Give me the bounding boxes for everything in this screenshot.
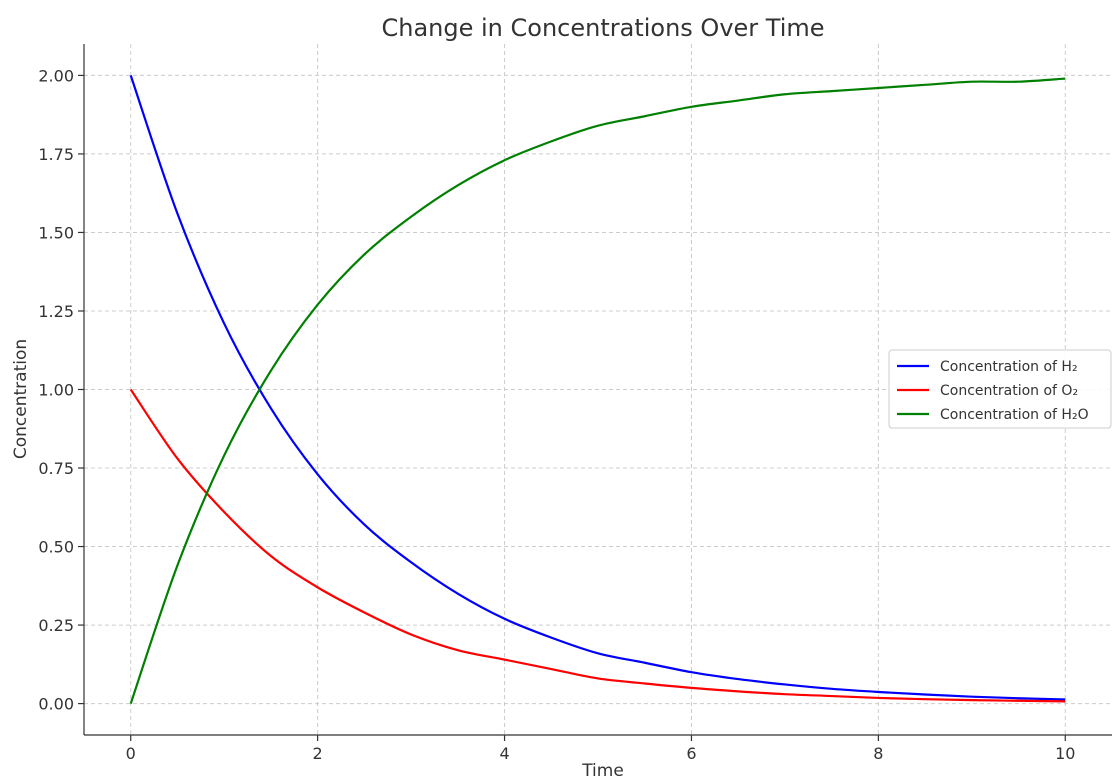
x-tick-label: 4 <box>499 744 509 763</box>
chart-title: Change in Concentrations Over Time <box>381 14 824 42</box>
y-tick-label: 0.25 <box>38 616 74 635</box>
series-lines <box>129 75 1066 704</box>
x-tick-label: 8 <box>873 744 883 763</box>
series-line-2 <box>129 77 1066 704</box>
y-tick-label: 1.50 <box>38 223 74 242</box>
x-tick-label: 2 <box>313 744 323 763</box>
legend-label: Concentration of H₂O <box>940 407 1089 423</box>
y-tick-label: 0.75 <box>38 459 74 478</box>
x-tick-label: 0 <box>126 744 136 763</box>
series-line-0 <box>129 75 1066 701</box>
legend-box <box>888 349 1112 429</box>
legend-label: Concentration of O₂ <box>940 383 1078 399</box>
x-axis-label: Time <box>581 761 624 781</box>
x-tick-label: 6 <box>686 744 696 763</box>
y-tick-label: 1.00 <box>38 381 74 400</box>
y-tick-label: 1.75 <box>38 145 74 164</box>
legend-label: Concentration of H₂ <box>940 359 1078 375</box>
series-line-1 <box>129 388 1066 703</box>
y-tick-label: 1.25 <box>38 302 74 321</box>
x-axis-ticks: 0 2 4 6 8 10 <box>126 735 1075 763</box>
legend: Concentration of H₂ Concentration of O₂ Co… <box>888 349 1112 429</box>
y-tick-label: 0.00 <box>38 695 74 714</box>
y-tick-label: 2.00 <box>38 66 74 85</box>
x-tick-label: 10 <box>1055 744 1075 763</box>
y-tick-label: 0.50 <box>38 538 74 557</box>
y-axis-label: Concentration <box>11 339 31 459</box>
y-axis-ticks: 0.00 0.25 0.50 0.75 1.00 1.25 1.50 1.75 2.00 <box>38 66 84 714</box>
